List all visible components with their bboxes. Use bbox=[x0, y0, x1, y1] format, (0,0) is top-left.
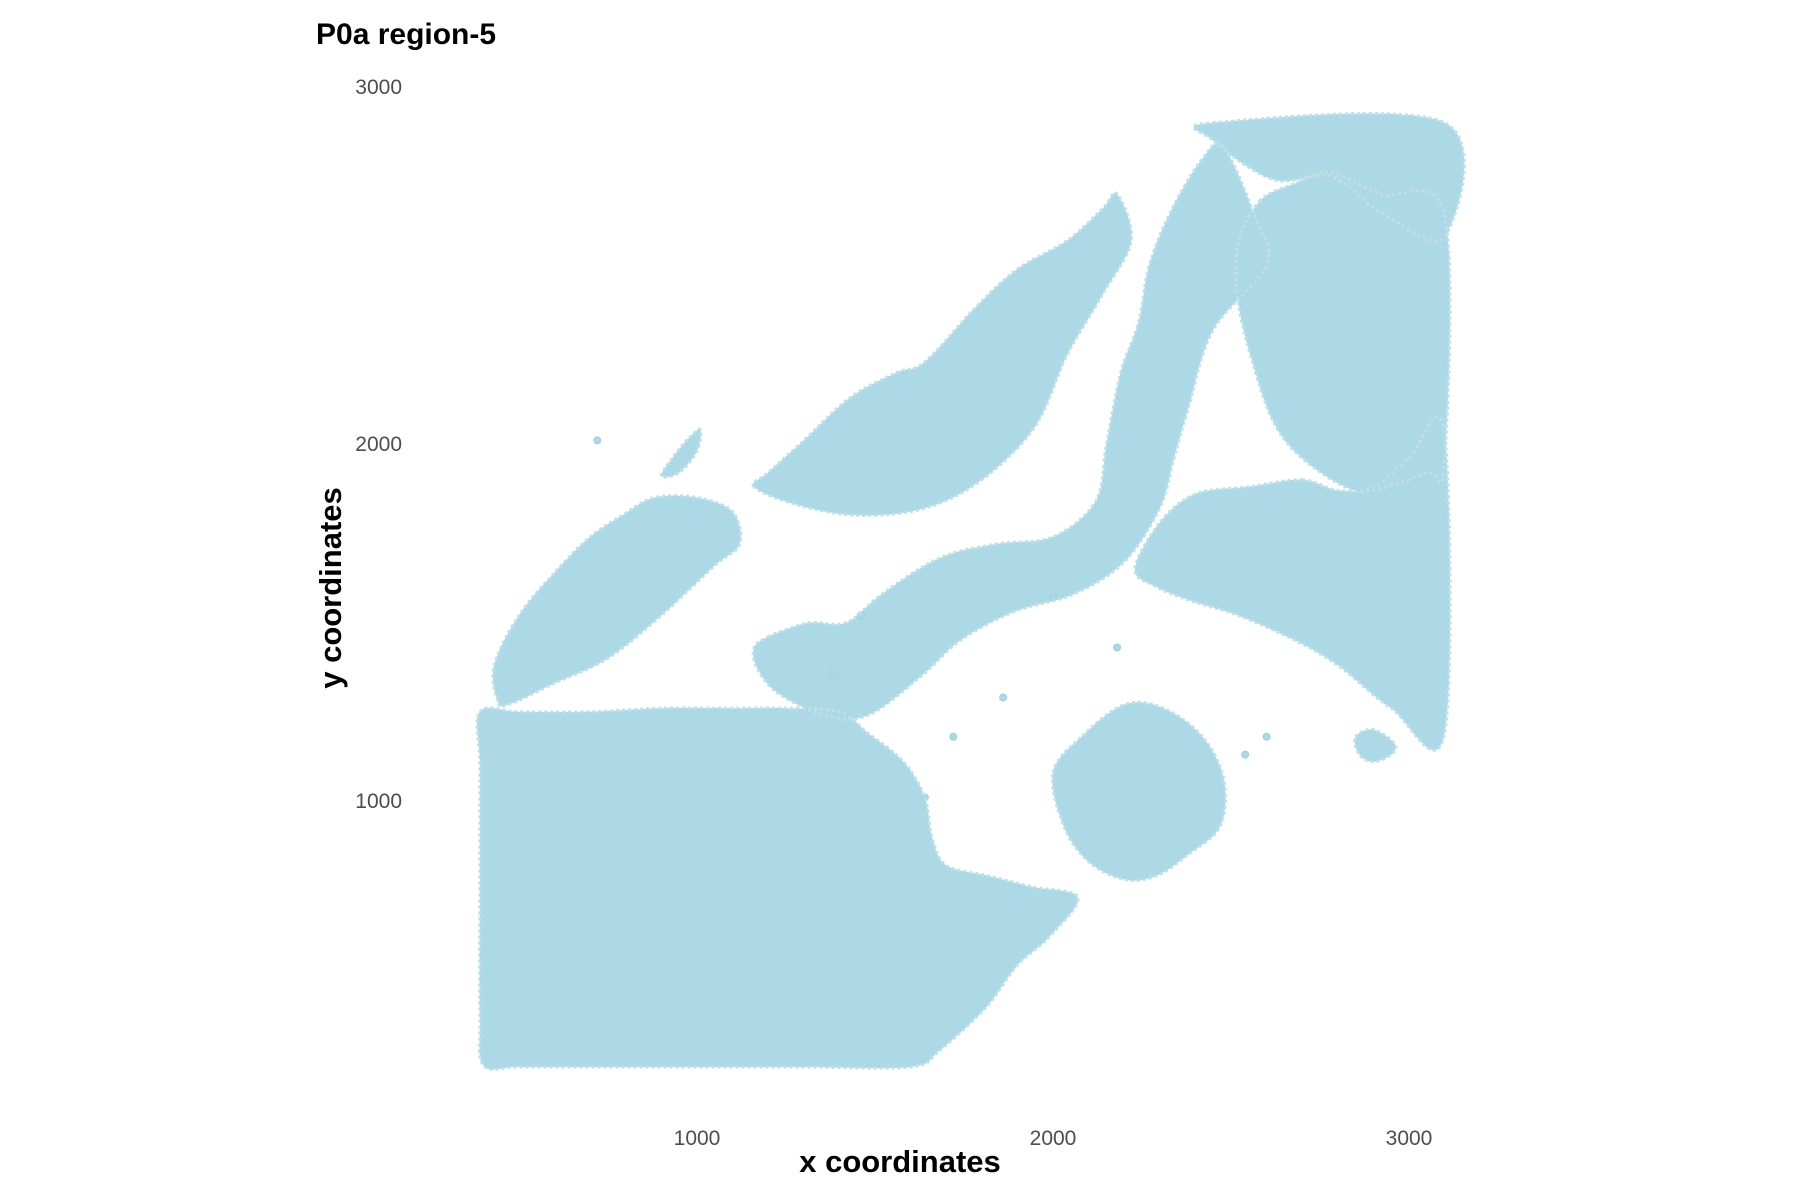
tissue-region bbox=[492, 495, 741, 707]
region-edge-points bbox=[659, 427, 703, 479]
tissue-region bbox=[753, 143, 1269, 720]
y-tick-label: 1000 bbox=[355, 790, 402, 813]
tissue-region bbox=[476, 707, 1079, 1070]
y-axis-ticks: 1000 2000 3000 bbox=[355, 76, 402, 813]
data-point bbox=[828, 668, 837, 677]
region-edge-points bbox=[751, 142, 1271, 721]
data-point bbox=[593, 436, 602, 445]
tissue-region bbox=[1052, 702, 1226, 881]
tissue-region bbox=[1354, 729, 1396, 762]
y-tick-label: 2000 bbox=[355, 433, 402, 456]
region-edge-points bbox=[1353, 727, 1398, 764]
region-edge-points bbox=[491, 494, 743, 709]
region-edge-points bbox=[1050, 700, 1228, 883]
region-edge-points bbox=[475, 706, 1080, 1071]
data-point bbox=[949, 732, 958, 741]
data-point bbox=[999, 693, 1008, 702]
x-tick-label: 2000 bbox=[1030, 1127, 1077, 1150]
region-edge-points bbox=[751, 191, 1134, 518]
region-edge-points bbox=[1234, 170, 1452, 494]
region-edge-points bbox=[1192, 112, 1466, 243]
tissue-region bbox=[1134, 416, 1451, 751]
x-tick-label: 1000 bbox=[674, 1127, 721, 1150]
tissue-region bbox=[661, 429, 702, 478]
x-axis-ticks: 1000 2000 3000 bbox=[674, 1127, 1433, 1150]
y-tick-label: 3000 bbox=[355, 76, 402, 99]
tissue-region bbox=[1235, 172, 1451, 492]
region-outlines bbox=[475, 112, 1466, 1071]
data-point bbox=[1113, 643, 1122, 652]
y-axis-title: y coordinates bbox=[313, 487, 348, 689]
data-point bbox=[1262, 732, 1271, 741]
tissue-regions bbox=[476, 113, 1465, 1070]
x-axis-title: x coordinates bbox=[799, 1144, 1001, 1179]
x-tick-label: 3000 bbox=[1386, 1127, 1433, 1150]
chart-title: P0a region-5 bbox=[316, 18, 497, 51]
tissue-region bbox=[752, 192, 1132, 516]
data-point bbox=[1241, 750, 1250, 759]
